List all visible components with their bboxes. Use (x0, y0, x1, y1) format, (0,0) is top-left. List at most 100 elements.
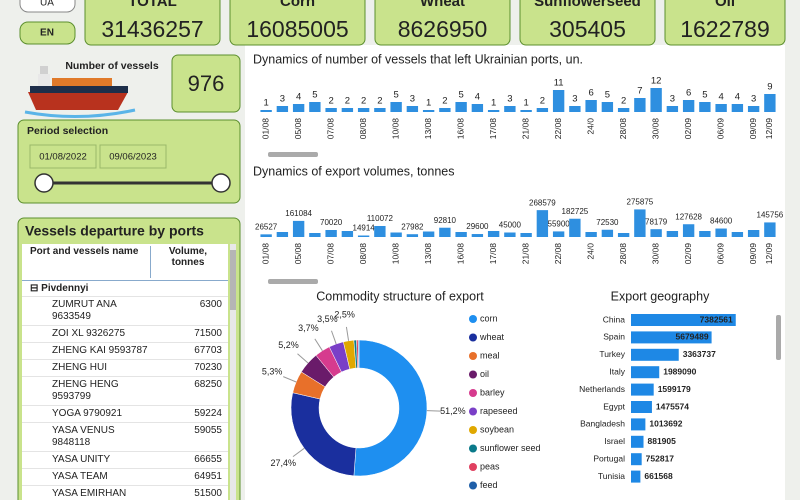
vessels-card (171, 54, 241, 113)
y-tick-label: Portugal (593, 453, 625, 463)
bar (406, 106, 419, 112)
bar (617, 108, 630, 112)
scroll-thumb[interactable] (776, 315, 781, 360)
bar (309, 102, 321, 112)
slider-handle[interactable] (211, 173, 231, 193)
table-row[interactable]: ZOI XL 9326275 71500 (22, 326, 228, 343)
table-row[interactable]: YOGA 9790921 59224 (22, 406, 228, 423)
leader-line (314, 338, 323, 351)
legend-swatch (469, 444, 477, 453)
table-row[interactable]: YASA UNITY 66655 (22, 452, 228, 469)
bar (520, 110, 532, 112)
bar (631, 366, 660, 379)
bar (471, 104, 484, 112)
value-label: 2 (345, 96, 350, 107)
bar (390, 102, 402, 112)
date-box[interactable] (29, 144, 97, 169)
bar (292, 104, 305, 112)
table-row[interactable]: ZUMRUT ANA 9633549 6300 (22, 297, 228, 326)
value-label: 5 (312, 90, 317, 101)
table-row[interactable]: YASA VENUS 9848118 59055 (22, 423, 228, 452)
value-label: 1989090 (663, 366, 696, 376)
legend-label: feed (480, 480, 498, 490)
x-tick-label: 24/0 (585, 118, 595, 135)
table-row[interactable]: YASA EMIRHAN 51500 (22, 486, 228, 500)
bar (552, 231, 565, 237)
bar (552, 90, 565, 112)
vessels-label: Number of vessels (65, 60, 159, 72)
scroll-thumb[interactable] (268, 279, 318, 284)
table-row[interactable]: YASA TEAM 64951 (22, 469, 228, 486)
value-label: 45000 (499, 221, 522, 230)
bar (699, 102, 711, 112)
cell-name: YASA VENUS 9848118 (52, 425, 115, 448)
y-tick-label: Egypt (603, 401, 625, 411)
cell-name: ZHENG HUI (52, 362, 107, 373)
bar (747, 230, 760, 237)
date-box[interactable] (99, 144, 167, 169)
table-row[interactable]: ZHENG KAI 9593787 67703 (22, 343, 228, 360)
cell-name: ZUMRUT ANA 9633549 (52, 299, 117, 322)
column-header[interactable]: Volume, tonnes (168, 246, 208, 268)
x-tick-label: 12/09 (764, 243, 774, 265)
kpi-value: 8626950 (398, 16, 488, 42)
bar (439, 108, 451, 112)
cell-volume: 70230 (194, 362, 222, 373)
value-label: 5 (458, 90, 463, 101)
bar (390, 232, 402, 237)
value-label: 2 (621, 96, 626, 107)
table-row[interactable]: ZHENG HENG 9593799 68250 (22, 377, 228, 406)
cell-volume: 59055 (194, 425, 222, 436)
value-label: 2 (377, 96, 382, 107)
legend-swatch (469, 370, 477, 379)
bar (422, 110, 435, 112)
date-start[interactable]: 01/08/2022 (39, 152, 87, 163)
bar (260, 110, 272, 112)
lang-ua-label[interactable]: UA (40, 0, 54, 9)
legend-label: rapeseed (480, 406, 518, 416)
scrollbar[interactable] (230, 244, 236, 500)
kpi-card (519, 0, 656, 46)
bar (682, 224, 695, 237)
value-label: 3 (670, 94, 675, 105)
leader-line (283, 376, 297, 383)
bar (406, 234, 419, 237)
bar (260, 234, 272, 237)
lang-en[interactable] (19, 21, 76, 45)
table-body: ZUMRUT ANA 9633549 6300 ZOI XL 9326275 7150… (22, 297, 228, 500)
column-header[interactable]: Port and vessels name (22, 246, 151, 278)
kpi-label: Sunflowerseed (534, 0, 641, 10)
chart-title: Dynamics of number of vessels that left … (253, 52, 583, 66)
bar (634, 209, 646, 237)
group-row[interactable]: ⊟ Pivdennyi (22, 281, 228, 297)
bar (357, 108, 370, 112)
legend-swatch (469, 352, 477, 360)
expand-icon[interactable]: ⊟ (30, 283, 42, 294)
lang-en-label[interactable]: EN (40, 28, 54, 39)
scroll-thumb[interactable] (230, 250, 236, 310)
value-label: 161084 (285, 209, 312, 218)
value-label: 3 (572, 94, 577, 105)
x-tick-label: 05/08 (293, 118, 303, 140)
bar (422, 231, 435, 237)
slider-handle[interactable] (34, 173, 54, 193)
date-end[interactable]: 09/06/2023 (109, 152, 157, 163)
cell-name: YOGA 9790921 (52, 408, 123, 419)
chart-title: Export geography (611, 289, 710, 303)
legend-swatch (469, 426, 477, 434)
legend-label: corn (480, 313, 498, 323)
legend-label: peas (480, 461, 500, 471)
bar (487, 231, 500, 237)
x-tick-label: 08/08 (358, 118, 368, 140)
bar (325, 229, 337, 237)
table-row[interactable]: ZHENG HUI 70230 (22, 360, 228, 377)
x-tick-label: 01/08 (260, 243, 270, 265)
value-label: 3 (751, 94, 756, 105)
lang-ua[interactable] (19, 0, 76, 13)
x-tick-label: 12/09 (764, 118, 774, 140)
bar (631, 383, 654, 396)
cell-name: YASA TEAM (52, 471, 108, 482)
scroll-thumb[interactable] (268, 152, 318, 157)
bar (455, 102, 467, 112)
